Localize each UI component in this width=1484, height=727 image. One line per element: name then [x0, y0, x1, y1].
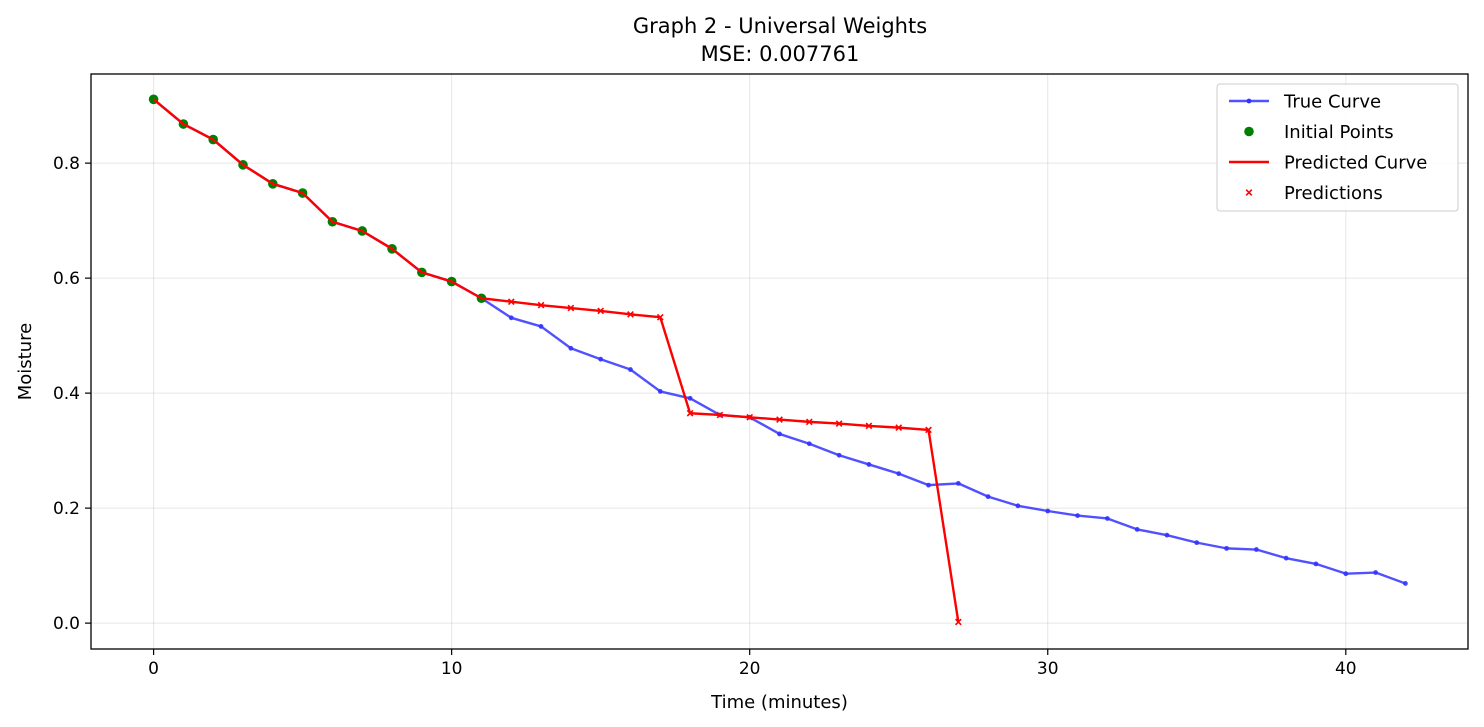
prediction-marker [686, 409, 694, 417]
true-curve-point [1403, 581, 1408, 586]
prediction-marker [776, 416, 783, 423]
prediction-marker-stroke [746, 413, 754, 421]
true-curve-point [1134, 527, 1140, 532]
prediction-marker-stroke [686, 409, 694, 417]
prediction-marker [865, 422, 873, 430]
prediction-marker-stroke [835, 420, 843, 427]
y-tick-label: 0.8 [53, 154, 80, 174]
true-curve-point [1373, 570, 1379, 575]
prediction-marker-stroke [567, 304, 575, 312]
true-curve-point [836, 452, 842, 458]
prediction-marker [656, 313, 664, 321]
true-curve-point [1343, 571, 1349, 577]
true-curve-point [1075, 513, 1080, 518]
prediction-marker [507, 298, 515, 306]
prediction-marker [805, 418, 813, 426]
prediction-marker-stroke [776, 416, 783, 423]
legend-swatch-initial-points [1244, 126, 1254, 137]
x-tick-label: 30 [1037, 659, 1059, 679]
y-tick-label: 0.4 [53, 384, 80, 404]
true-curve-point [1164, 532, 1170, 538]
true-curve-point [955, 481, 961, 486]
y-tick-label: 0.0 [53, 614, 80, 634]
true-curve-point [598, 356, 604, 362]
true-curve-point [926, 482, 931, 488]
prediction-marker [925, 426, 932, 434]
prediction-marker [746, 413, 754, 421]
prediction-marker [716, 411, 724, 419]
prediction-marker [627, 310, 634, 318]
true-curve-point [1253, 547, 1259, 552]
legend-label: Initial Points [1284, 122, 1394, 143]
true-curve-point [1104, 516, 1110, 521]
prediction-marker-stroke [954, 618, 962, 626]
x-tick-label: 10 [441, 659, 463, 679]
prediction-marker [954, 618, 962, 626]
x-tick-label: 40 [1335, 659, 1357, 679]
true-curve-point [568, 345, 574, 351]
prediction-marker-stroke [627, 310, 634, 318]
legend-box [1216, 83, 1459, 212]
true-curve-point [985, 494, 991, 500]
true-curve-point [657, 389, 663, 394]
y-tick-label: 0.6 [53, 269, 80, 289]
x-tick-label: 0 [148, 659, 159, 679]
true-curve-point [1045, 508, 1051, 514]
y-axis-label: Moisture [15, 323, 36, 400]
prediction-marker [537, 301, 545, 309]
prediction-marker [835, 420, 843, 427]
prediction-marker-stroke [716, 411, 724, 419]
true-curve-point [538, 324, 544, 329]
legend-label: True Curve [1283, 92, 1381, 113]
true-curve-point [1015, 503, 1021, 509]
true-curve-point [806, 441, 812, 447]
prediction-marker-stroke [656, 313, 664, 321]
legend-swatch-predictions-stroke [1245, 189, 1253, 196]
true-curve-point [1224, 545, 1229, 551]
x-axis-label: Time (minutes) [710, 692, 848, 713]
legend-swatch-predictions [1245, 189, 1253, 196]
true-curve-point [777, 431, 782, 437]
true-curve-point [687, 395, 693, 401]
true-curve-point [1283, 555, 1289, 561]
prediction-marker-stroke [805, 418, 813, 426]
legend-label: Predicted Curve [1284, 153, 1427, 174]
true-curve-point [628, 367, 633, 372]
prediction-marker-stroke [925, 426, 932, 434]
true-curve-point [508, 315, 514, 321]
prediction-marker [597, 307, 605, 315]
chart-title: Graph 2 - Universal Weights [633, 14, 927, 38]
true-curve-point [1194, 540, 1200, 546]
predicted-curve-line [152, 98, 960, 623]
legend: True Curve Initial Points Predicted Curve P… [1216, 83, 1459, 212]
prediction-marker [567, 304, 575, 312]
legend-label: Predictions [1284, 183, 1383, 204]
y-tick-label: 0.2 [53, 499, 80, 519]
true-curve-point [866, 462, 872, 467]
legend-swatch-true-curve-dot [1246, 98, 1252, 104]
prediction-marker-stroke [865, 422, 873, 430]
chart-subtitle: MSE: 0.007761 [701, 42, 860, 66]
ticks: 0 10 20 30 40 0.0 0.2 0.4 0.6 0.8 [53, 154, 1357, 679]
x-tick-label: 20 [739, 659, 761, 679]
true-curve-point [896, 471, 902, 477]
prediction-marker-stroke [537, 301, 545, 309]
prediction-marker-stroke [507, 298, 515, 306]
true-curve-point [1313, 561, 1319, 567]
series-layer [148, 94, 1408, 626]
prediction-marker [895, 424, 903, 431]
prediction-marker-stroke [895, 424, 903, 431]
plot-frame [90, 73, 1469, 650]
prediction-marker-stroke [597, 307, 605, 315]
